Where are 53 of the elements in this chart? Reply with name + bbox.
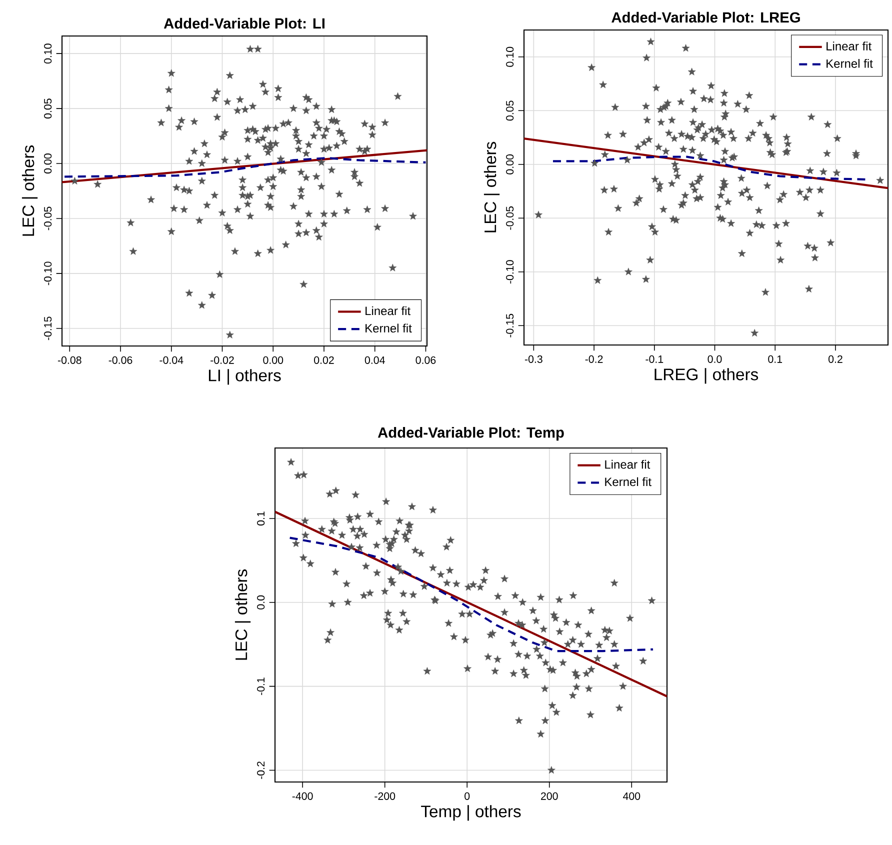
- x-tick-label: -0.08: [58, 356, 82, 364]
- x-axis-title: LI | others: [208, 369, 281, 385]
- legend-label: Linear fit: [366, 306, 410, 316]
- x-tick-label: 0.0: [708, 355, 722, 363]
- legend-label: Linear fit: [826, 42, 872, 50]
- y-tick-label: 0.10: [506, 46, 514, 67]
- x-tick-label: 0.04: [364, 356, 385, 364]
- x-tick-label: -0.2: [585, 355, 603, 363]
- legend-label: Kernel fit: [366, 324, 412, 333]
- y-tick-label: -0.15: [44, 316, 52, 340]
- x-tick-label: -0.04: [160, 356, 184, 364]
- y-tick-label: -0.10: [506, 260, 514, 284]
- y-tick-label: -0.2: [257, 762, 265, 779]
- chart-title: Added-Variable Plot: LREG: [612, 12, 800, 23]
- x-axis-title: LREG | others: [654, 368, 758, 384]
- x-tick-label: 400: [622, 792, 640, 800]
- y-tick-label: 0.05: [506, 100, 514, 121]
- y-tick-label: -0.1: [257, 678, 265, 696]
- y-tick-label: -0.05: [506, 206, 514, 230]
- y-tick-label: 0.1: [257, 512, 265, 526]
- x-tick-label: -0.3: [524, 355, 542, 363]
- x-tick-label: 200: [541, 792, 558, 800]
- line-series: [288, 536, 654, 652]
- y-tick-label: 0.00: [506, 154, 514, 174]
- y-axis-title: LEC | others: [234, 569, 251, 660]
- y-tick-label: -0.10: [44, 262, 52, 286]
- x-tick-label: 0.1: [768, 355, 782, 363]
- x-tick-label: 0: [464, 792, 470, 800]
- legend-label: Kernel fit: [605, 477, 652, 486]
- y-tick-label: 0.05: [44, 98, 52, 119]
- y-tick-label: 0.0: [257, 595, 265, 610]
- legend-label: Kernel fit: [826, 59, 873, 68]
- x-axis-title: Temp | others: [421, 805, 521, 821]
- chart-title: Added-Variable Plot: LI: [164, 18, 324, 29]
- x-tick-label: -400: [292, 792, 313, 800]
- chart-title: Added-Variable Plot: Temp: [378, 426, 564, 441]
- x-tick-label: 0.00: [263, 356, 284, 364]
- x-tick-label: 0.06: [416, 356, 436, 364]
- line-series: [552, 156, 868, 180]
- line-series: [63, 156, 427, 178]
- y-axis-title: LEC | others: [22, 145, 38, 236]
- x-tick-label: 0.02: [314, 356, 334, 364]
- y-tick-label: -0.15: [506, 314, 514, 338]
- x-tick-label: -0.02: [210, 356, 234, 364]
- y-tick-label: 0.10: [44, 44, 52, 64]
- x-tick-label: -0.1: [646, 355, 664, 363]
- x-tick-label: -200: [374, 792, 396, 800]
- y-axis-title: LEC | others: [484, 142, 500, 232]
- x-tick-label: -0.06: [108, 356, 132, 364]
- y-tick-label: 0.00: [44, 154, 52, 174]
- x-tick-label: 0.2: [828, 355, 842, 363]
- legend-label: Linear fit: [605, 460, 650, 469]
- y-tick-label: -0.05: [44, 206, 52, 230]
